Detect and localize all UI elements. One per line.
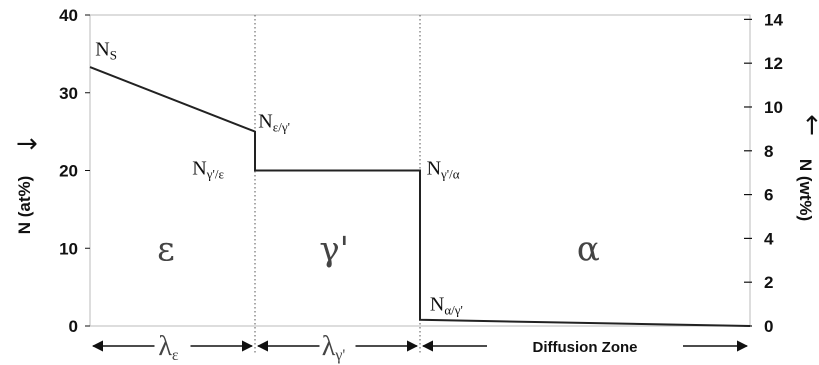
- right-axis-ticks: 0 2 4 6 8 10 12 14: [744, 10, 783, 336]
- right-tick-label: 14: [764, 10, 783, 29]
- left-tick-label: 30: [59, 84, 78, 103]
- annotation-main: N: [427, 157, 441, 179]
- left-axis-ticks: 0 10 20 30 40: [59, 6, 90, 336]
- point-annotation: Nγ'/α: [427, 157, 460, 181]
- region-label: λε: [158, 331, 179, 364]
- right-tick-label: 0: [764, 317, 773, 336]
- right-axis-title: N (wt%): [796, 159, 815, 221]
- phase-boundaries: [254, 15, 421, 354]
- left-axis-arrow: →: [16, 129, 38, 159]
- region-main: λ: [158, 331, 172, 362]
- annotation-main: N: [258, 111, 272, 133]
- right-tick-label: 6: [764, 186, 773, 205]
- left-tick-label: 40: [59, 6, 78, 25]
- left-tick-label: 20: [59, 162, 78, 181]
- right-axis-arrow: →: [797, 114, 819, 136]
- left-axis-title: N (at%): [15, 176, 34, 235]
- right-tick-label: 2: [764, 273, 773, 292]
- right-axis-title-group: N (wt%): [796, 159, 815, 221]
- region-subscript: ε: [172, 347, 179, 364]
- phase-label: γ': [319, 229, 349, 269]
- point-annotation: Nγ'/ε: [192, 157, 224, 181]
- left-axis-title-group: N (at%): [15, 176, 34, 235]
- annotation-main: N: [95, 38, 109, 60]
- right-tick-label: 8: [764, 142, 773, 161]
- annotation-main: N: [192, 157, 206, 179]
- annotation-subscript: γ'/ε: [206, 166, 225, 181]
- phase-labels: ε γ' α: [157, 229, 600, 269]
- annotation-subscript: ε/γ': [273, 120, 290, 135]
- region-main: λ: [322, 331, 336, 362]
- right-tick-label: 12: [764, 54, 783, 73]
- point-annotation: Nε/γ': [258, 111, 290, 135]
- region-label: Diffusion Zone: [533, 339, 638, 356]
- right-tick-label: 4: [764, 229, 774, 248]
- annotation-subscript: α/γ': [444, 302, 463, 317]
- concentration-series: [89, 66, 751, 327]
- left-tick-label: 0: [69, 317, 78, 336]
- region-label: λγ': [322, 331, 346, 364]
- right-tick-label: 10: [764, 98, 783, 117]
- left-tick-label: 10: [59, 239, 78, 258]
- concentration-line: [89, 66, 751, 327]
- layer-regions: λε λγ' Diffusion Zone: [91, 331, 749, 364]
- point-annotation: NS: [95, 38, 117, 62]
- annotation-subscript: γ'/α: [440, 166, 460, 181]
- phase-label: α: [577, 229, 600, 269]
- annotation-main: N: [430, 293, 444, 315]
- phase-label: ε: [157, 229, 175, 269]
- point-annotation: Nα/γ': [430, 293, 463, 317]
- annotation-subscript: S: [110, 47, 117, 62]
- region-subscript: γ': [334, 347, 345, 364]
